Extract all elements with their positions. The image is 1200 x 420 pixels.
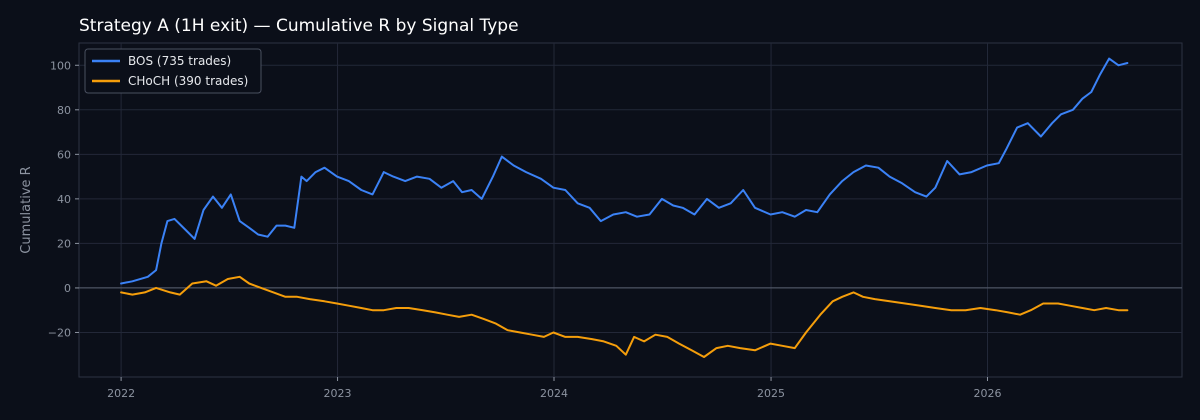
- x-tick-label: 2022: [107, 387, 135, 400]
- y-tick-label: −20: [48, 326, 71, 339]
- y-tick-label: 20: [57, 237, 71, 250]
- y-axis-label: Cumulative R: [19, 166, 34, 253]
- x-tick-label: 2026: [973, 387, 1001, 400]
- series-line: [121, 59, 1127, 284]
- legend-label: BOS (735 trades): [128, 54, 231, 68]
- x-tick-label: 2024: [540, 387, 568, 400]
- legend: BOS (735 trades) CHoCH (390 trades): [85, 49, 261, 93]
- series-bos: [121, 59, 1127, 284]
- x-tick-label: 2023: [324, 387, 352, 400]
- series-line: [121, 277, 1127, 357]
- series-layer: [121, 59, 1127, 357]
- axis-layer: −20 0 20 40 60 80 100 2022 2023 2024 2025 2026: [48, 59, 1002, 400]
- series-choch: [121, 277, 1127, 357]
- legend-label: CHoCH (390 trades): [128, 74, 248, 88]
- x-tick-label: 2025: [757, 387, 785, 400]
- y-tick-label: 0: [64, 282, 71, 295]
- chart-title: Strategy A (1H exit) — Cumulative R by S…: [79, 16, 519, 36]
- y-tick-label: 60: [57, 148, 71, 161]
- y-tick-label: 80: [57, 104, 71, 117]
- y-tick-label: 100: [50, 59, 71, 72]
- y-tick-label: 40: [57, 193, 71, 206]
